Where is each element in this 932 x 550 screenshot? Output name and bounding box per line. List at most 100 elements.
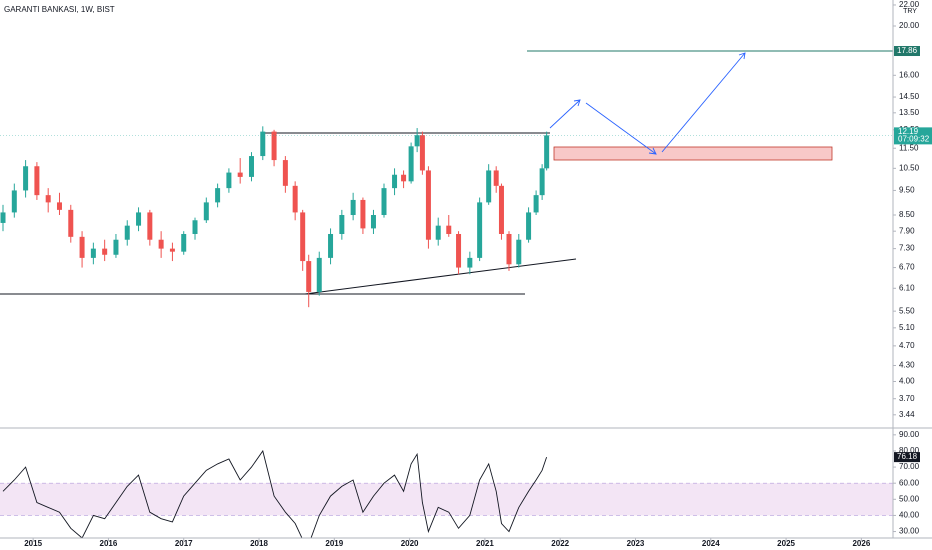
y-tick-label: 4.30 [899, 361, 915, 370]
y-tick-label: 6.10 [899, 283, 915, 292]
rsi-y-tick-label: 30.00 [899, 527, 920, 536]
candle-body [533, 195, 539, 213]
candle-body [493, 170, 499, 186]
candle-body [506, 233, 512, 265]
candle-body [124, 225, 130, 240]
candle-body [158, 239, 164, 249]
candle-body [226, 172, 232, 189]
rsi-line [2, 449, 548, 538]
candle-body [467, 257, 473, 268]
rsi-y-tick-label: 50.00 [899, 494, 920, 503]
x-tick-label: 2016 [100, 539, 118, 548]
candle-body [203, 202, 209, 221]
target-label: 17.86 [897, 46, 918, 55]
candle-body [328, 233, 334, 258]
candle-body [456, 233, 462, 268]
candle-body [381, 188, 387, 216]
x-tick-label: 2024 [702, 539, 720, 548]
candle-body [282, 160, 288, 186]
x-tick-label: 2026 [852, 539, 870, 548]
rsi-pane [0, 449, 893, 538]
candle-body [544, 135, 550, 169]
x-tick-label: 2020 [401, 539, 419, 548]
rsi-y-tick-label: 70.00 [899, 462, 920, 471]
countdown-label: 07:09:32 [898, 134, 930, 143]
y-tick-label: 9.50 [899, 186, 915, 195]
y-tick-label: 4.70 [899, 341, 915, 350]
last-price-box [894, 127, 932, 145]
rsi-last-label: 76.18 [897, 452, 918, 461]
candle-body [339, 215, 345, 234]
candle-body [79, 236, 85, 258]
candle-body [408, 146, 414, 182]
y-tick-label: 22.00 [899, 0, 920, 9]
candle-body [45, 195, 51, 203]
candle-body [446, 225, 452, 234]
x-tick-label: 2025 [777, 539, 795, 548]
candle-body [414, 135, 420, 147]
candle-body [271, 131, 277, 161]
x-tick-label: 2018 [250, 539, 268, 548]
candle-body [260, 131, 266, 157]
candle-body [0, 212, 6, 223]
candle-body [192, 220, 198, 234]
y-tick-label: 8.50 [899, 210, 915, 219]
y-tick-label: 5.50 [899, 306, 915, 315]
candle-body [435, 225, 441, 240]
trend-line [304, 258, 577, 295]
price-pane [0, 50, 893, 308]
candle-body [113, 239, 119, 255]
rsi-y-tick-label: 60.00 [899, 478, 920, 487]
y-tick-label: 7.30 [899, 244, 915, 253]
y-tick-label: 13.50 [899, 108, 920, 117]
y-tick-label: 14.50 [899, 92, 920, 101]
candle-body [370, 215, 376, 229]
x-tick-label: 2017 [175, 539, 193, 548]
rsi-y-tick-label: 40.00 [899, 511, 920, 520]
x-tick-label: 2019 [325, 539, 343, 548]
x-tick-label: 2021 [476, 539, 494, 548]
candle-body [102, 248, 108, 255]
candle-body [56, 202, 62, 210]
candle-body [539, 168, 545, 196]
candle-body [11, 190, 17, 213]
candle-body [360, 199, 366, 229]
rsi-y-tick-label: 90.00 [899, 430, 920, 439]
target-box [894, 46, 920, 57]
chart-title: GARANTI BANKASI, 1W, BIST [4, 5, 115, 14]
x-tick-label: 2022 [551, 539, 569, 548]
rsi-last-box [894, 452, 920, 463]
candle-body [350, 199, 356, 216]
candle-body [425, 170, 431, 240]
candle-body [401, 174, 407, 182]
candle-body [34, 166, 40, 196]
candle-body [215, 188, 221, 203]
y-tick-label: 3.70 [899, 394, 915, 403]
y-tick-label: 11.50 [899, 143, 919, 152]
candle-body [526, 212, 532, 240]
candle-body [147, 212, 153, 240]
y-tick-label: 5.10 [899, 323, 915, 332]
y-tick-label: 16.00 [899, 70, 920, 79]
candle-body [237, 172, 243, 177]
rsi-y-tick-label: 80.00 [899, 446, 920, 455]
x-tick-label: 2023 [627, 539, 645, 548]
y-tick-label: 7.90 [899, 226, 915, 235]
y-tick-label: 20.00 [899, 21, 920, 30]
candle-body [248, 156, 254, 177]
candle-body [477, 202, 483, 258]
rsi-band [0, 483, 893, 516]
candle-body [498, 185, 504, 234]
candle-body [486, 170, 492, 203]
y-tick-label: 6.70 [899, 263, 915, 272]
candle-body [169, 248, 175, 252]
candle-body [419, 135, 425, 171]
y-tick-label: 3.44 [899, 410, 915, 419]
y-tick-label: 10.50 [899, 163, 920, 172]
candle-body [316, 257, 322, 292]
candle-body [292, 185, 298, 213]
demand-zone [553, 146, 833, 161]
y-tick-label: 4.00 [899, 377, 915, 386]
